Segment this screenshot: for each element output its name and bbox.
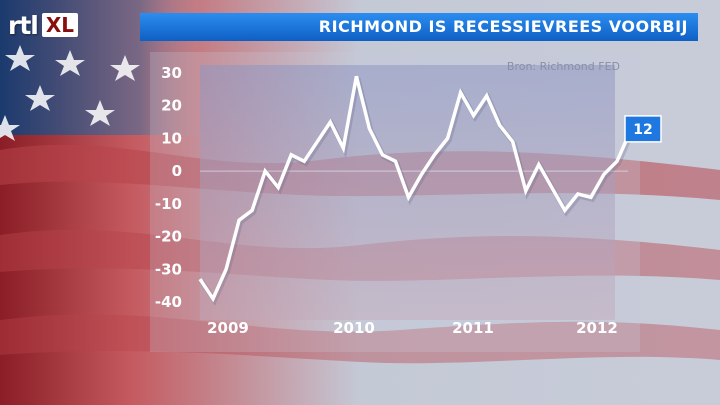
logo-xl-badge: XL [41,13,79,37]
x-tick-label: 2009 [207,319,249,337]
series-line-shadow [199,77,634,306]
y-tick-label: -10 [155,195,182,213]
end-value-label: 12 [624,115,662,143]
y-tick-label: -30 [155,260,182,278]
y-axis: 30 20 10 0 -10 -20 -30 -40 [155,64,182,311]
x-axis: 2009 2010 2011 2012 [207,319,618,337]
rtlxl-logo: rtl XL [8,10,79,40]
y-tick-label: 0 [172,162,182,180]
end-label-text: 12 [633,122,652,138]
series-line [198,75,632,303]
y-tick-label: 30 [161,64,182,82]
logo-rtl-text: rtl [8,10,39,40]
y-tick-label: -20 [155,228,182,246]
chart-title: RICHMOND IS RECESSIEVREES VOORBIJ [318,17,688,36]
end-label-box [624,115,662,143]
x-tick-label: 2010 [333,319,375,337]
x-tick-label: 2011 [452,319,494,337]
y-tick-label: -40 [155,293,182,311]
source-note: Bron: Richmond FED [506,60,620,73]
title-bar: RICHMOND IS RECESSIEVREES VOORBIJ [140,13,698,41]
y-tick-label: 20 [161,97,182,115]
y-tick-label: 10 [161,129,182,147]
x-tick-label: 2012 [576,319,618,337]
series-layer [198,75,634,306]
